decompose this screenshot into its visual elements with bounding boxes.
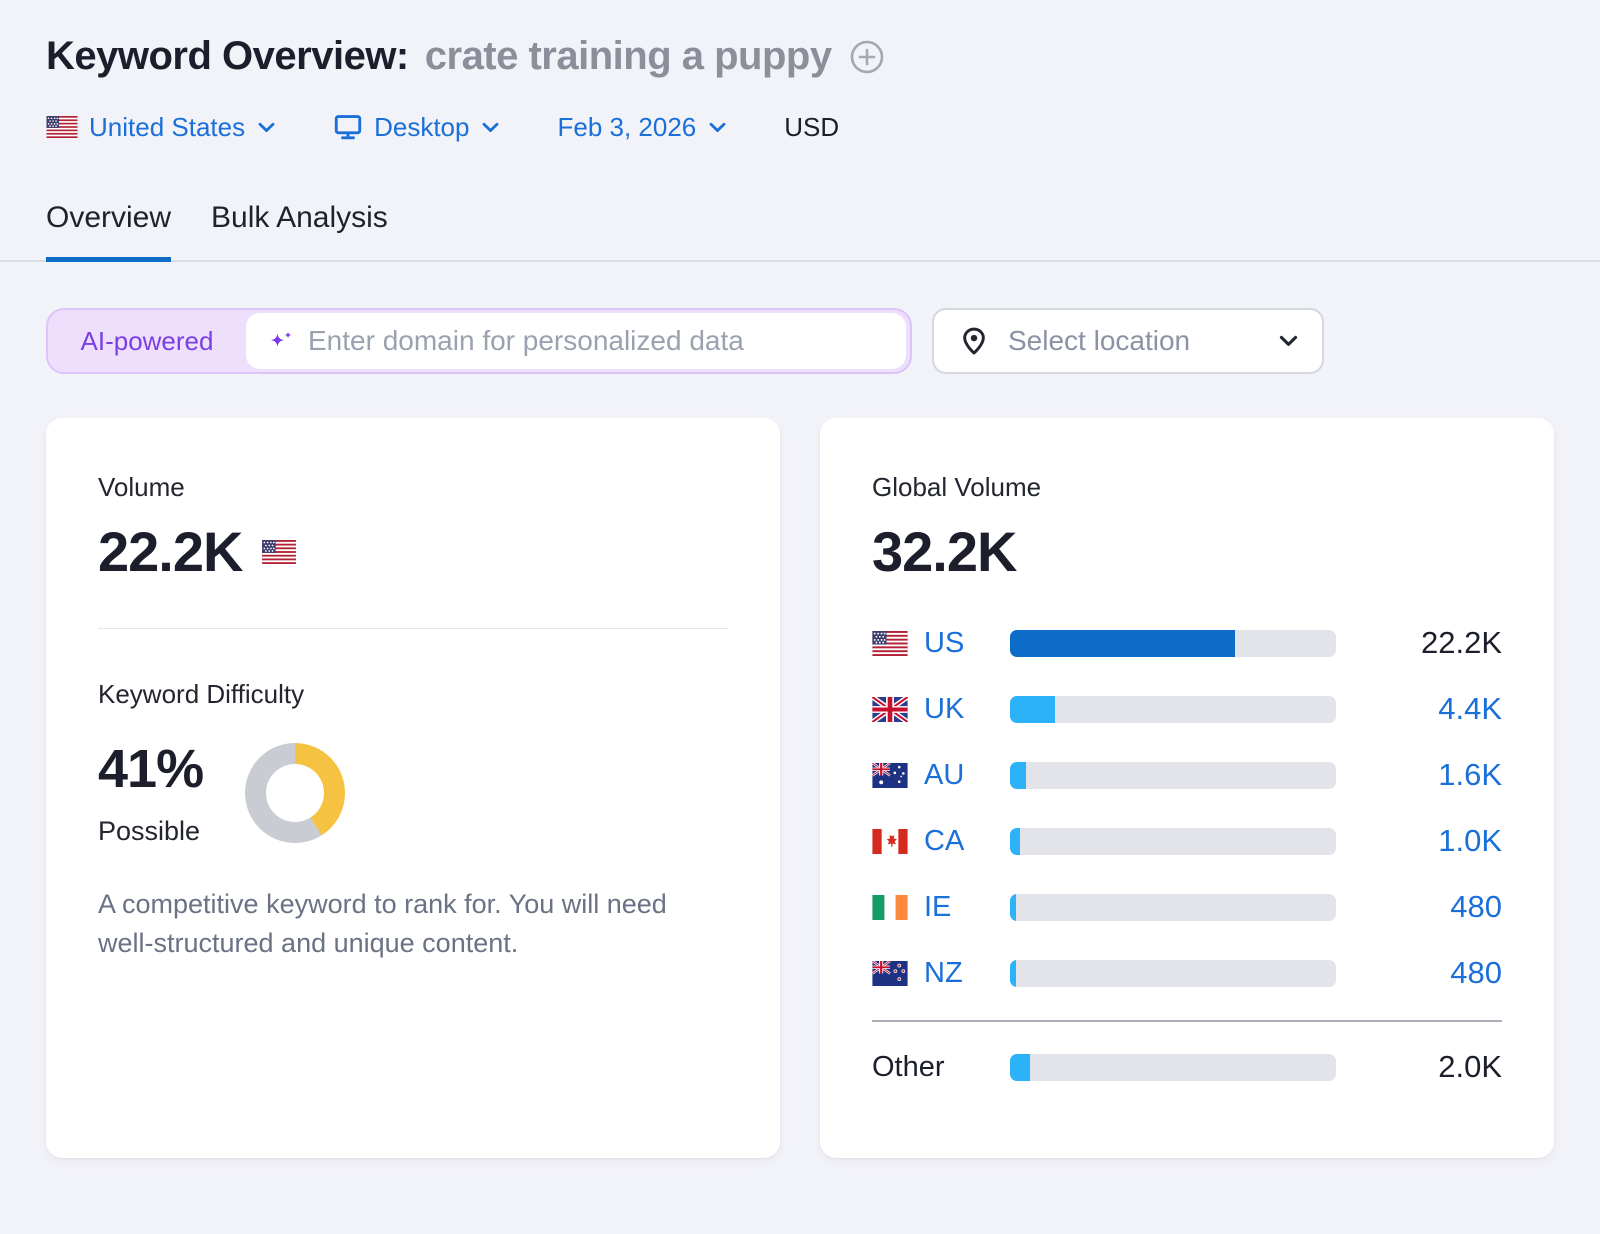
chevron-down-icon [482, 122, 499, 133]
country-code-link[interactable]: AU [924, 758, 965, 791]
country-bar-track [1010, 761, 1336, 789]
metric-cards: Volume 22.2K Keyword Difficulty 41% Poss… [46, 418, 1554, 1158]
country-flag-icon [872, 630, 908, 656]
other-value: 2.0K [1438, 1049, 1502, 1084]
device-filter[interactable]: Desktop [333, 112, 499, 143]
volume-value: 22.2K [98, 520, 243, 583]
select-location-label: Select location [1008, 325, 1191, 356]
country-bar-fill [1010, 695, 1055, 723]
country-flag-icon [872, 960, 908, 986]
other-row: Other 2.0K [872, 1034, 1502, 1100]
country-bar-fill [1010, 827, 1021, 855]
global-volume-card: Global Volume 32.2K US 22.2K UK 4.4K AU … [820, 418, 1554, 1158]
keyword-difficulty-title: Keyword Difficulty [98, 679, 305, 709]
domain-input-wrap [246, 313, 906, 369]
kd-percent: 41% [98, 739, 204, 799]
country-bar-fill [1010, 761, 1027, 789]
country-volume-value[interactable]: 1.6K [1438, 757, 1502, 792]
country-bar-track [1010, 959, 1336, 987]
country-flag-icon [872, 696, 908, 722]
domain-input[interactable] [308, 325, 886, 357]
country-volume-list: US 22.2K UK 4.4K AU 1.6K CA 1.0K IE 480 … [872, 610, 1502, 1006]
country-flag-icon [872, 828, 908, 854]
country-code-link[interactable]: UK [924, 692, 965, 725]
add-keyword-button[interactable] [848, 38, 886, 76]
country-volume-value[interactable]: 1.0K [1438, 823, 1502, 858]
filter-bar: United States Desktop Feb 3, 2026 USD [46, 109, 1554, 145]
country-volume-value[interactable]: 480 [1450, 955, 1502, 990]
chevron-down-icon [258, 122, 275, 133]
date-filter[interactable]: Feb 3, 2026 [557, 112, 726, 143]
controls-row: AI-powered Select location [46, 308, 1554, 374]
volume-title: Volume [98, 472, 185, 502]
currency-label: USD [784, 111, 840, 142]
country-bar-fill [1010, 893, 1016, 921]
volume-card: Volume 22.2K Keyword Difficulty 41% Poss… [46, 418, 780, 1158]
chevron-down-icon [1279, 335, 1298, 347]
country-bar-fill [1010, 629, 1235, 657]
country-volume-row: US 22.2K [872, 610, 1502, 676]
ai-powered-badge: AI-powered [80, 325, 214, 356]
other-divider [872, 1020, 1502, 1022]
country-volume-value[interactable]: 22.2K [1420, 625, 1502, 660]
kd-description: A competitive keyword to rank for. You w… [98, 889, 667, 958]
card-divider [98, 628, 728, 629]
page-title: Keyword Overview: [46, 34, 409, 78]
country-volume-row: AU 1.6K [872, 742, 1502, 808]
country-volume-value[interactable]: 4.4K [1438, 691, 1502, 726]
country-filter[interactable]: United States [46, 112, 275, 143]
country-flag-icon [872, 894, 908, 920]
date-filter-label: Feb 3, 2026 [557, 111, 697, 142]
country-volume-row: CA 1.0K [872, 808, 1502, 874]
country-volume-value[interactable]: 480 [1450, 889, 1502, 924]
other-label: Other [872, 1050, 945, 1083]
ai-domain-widget: AI-powered [46, 308, 912, 374]
country-bar-track [1010, 827, 1336, 855]
chevron-down-icon [709, 122, 726, 133]
device-filter-label: Desktop [374, 111, 470, 142]
country-filter-label: United States [89, 111, 246, 142]
kd-level: Possible [98, 816, 201, 846]
country-volume-row: UK 4.4K [872, 676, 1502, 742]
kd-donut-chart [245, 742, 346, 843]
country-bar-track [1010, 629, 1336, 657]
select-location-button[interactable]: Select location [932, 308, 1324, 374]
global-volume-title: Global Volume [872, 472, 1042, 502]
desktop-icon [333, 112, 363, 142]
country-volume-row: NZ 480 [872, 940, 1502, 1006]
keyword-overview-page: Keyword Overview: crate training a puppy… [0, 34, 1600, 1158]
tab-bar: Overview Bulk Analysis [0, 201, 1600, 262]
other-bar-fill [1010, 1053, 1031, 1081]
country-bar-track [1010, 893, 1336, 921]
us-flag-icon [262, 539, 297, 564]
page-header: Keyword Overview: crate training a puppy [46, 34, 1554, 79]
plus-circle-icon [848, 38, 886, 76]
country-volume-row: IE 480 [872, 874, 1502, 940]
country-code-link[interactable]: IE [924, 890, 952, 923]
tab-bulk-analysis[interactable]: Bulk Analysis [211, 201, 388, 234]
keyword-text: crate training a puppy [424, 34, 832, 78]
country-bar-track [1010, 695, 1336, 723]
country-bar-fill [1010, 959, 1016, 987]
location-pin-icon [958, 325, 990, 357]
country-code-link[interactable]: NZ [924, 956, 963, 989]
other-bar-track [1010, 1053, 1336, 1081]
global-volume-value: 32.2K [872, 520, 1017, 583]
country-code-link[interactable]: US [924, 626, 965, 659]
country-flag-icon [872, 762, 908, 788]
tab-divider [0, 260, 1600, 262]
kd-text-block: 41% Possible [98, 738, 204, 847]
country-code-link[interactable]: CA [924, 824, 965, 857]
tab-overview[interactable]: Overview [46, 201, 172, 262]
us-flag-icon [46, 116, 78, 138]
sparkles-icon [266, 330, 294, 352]
